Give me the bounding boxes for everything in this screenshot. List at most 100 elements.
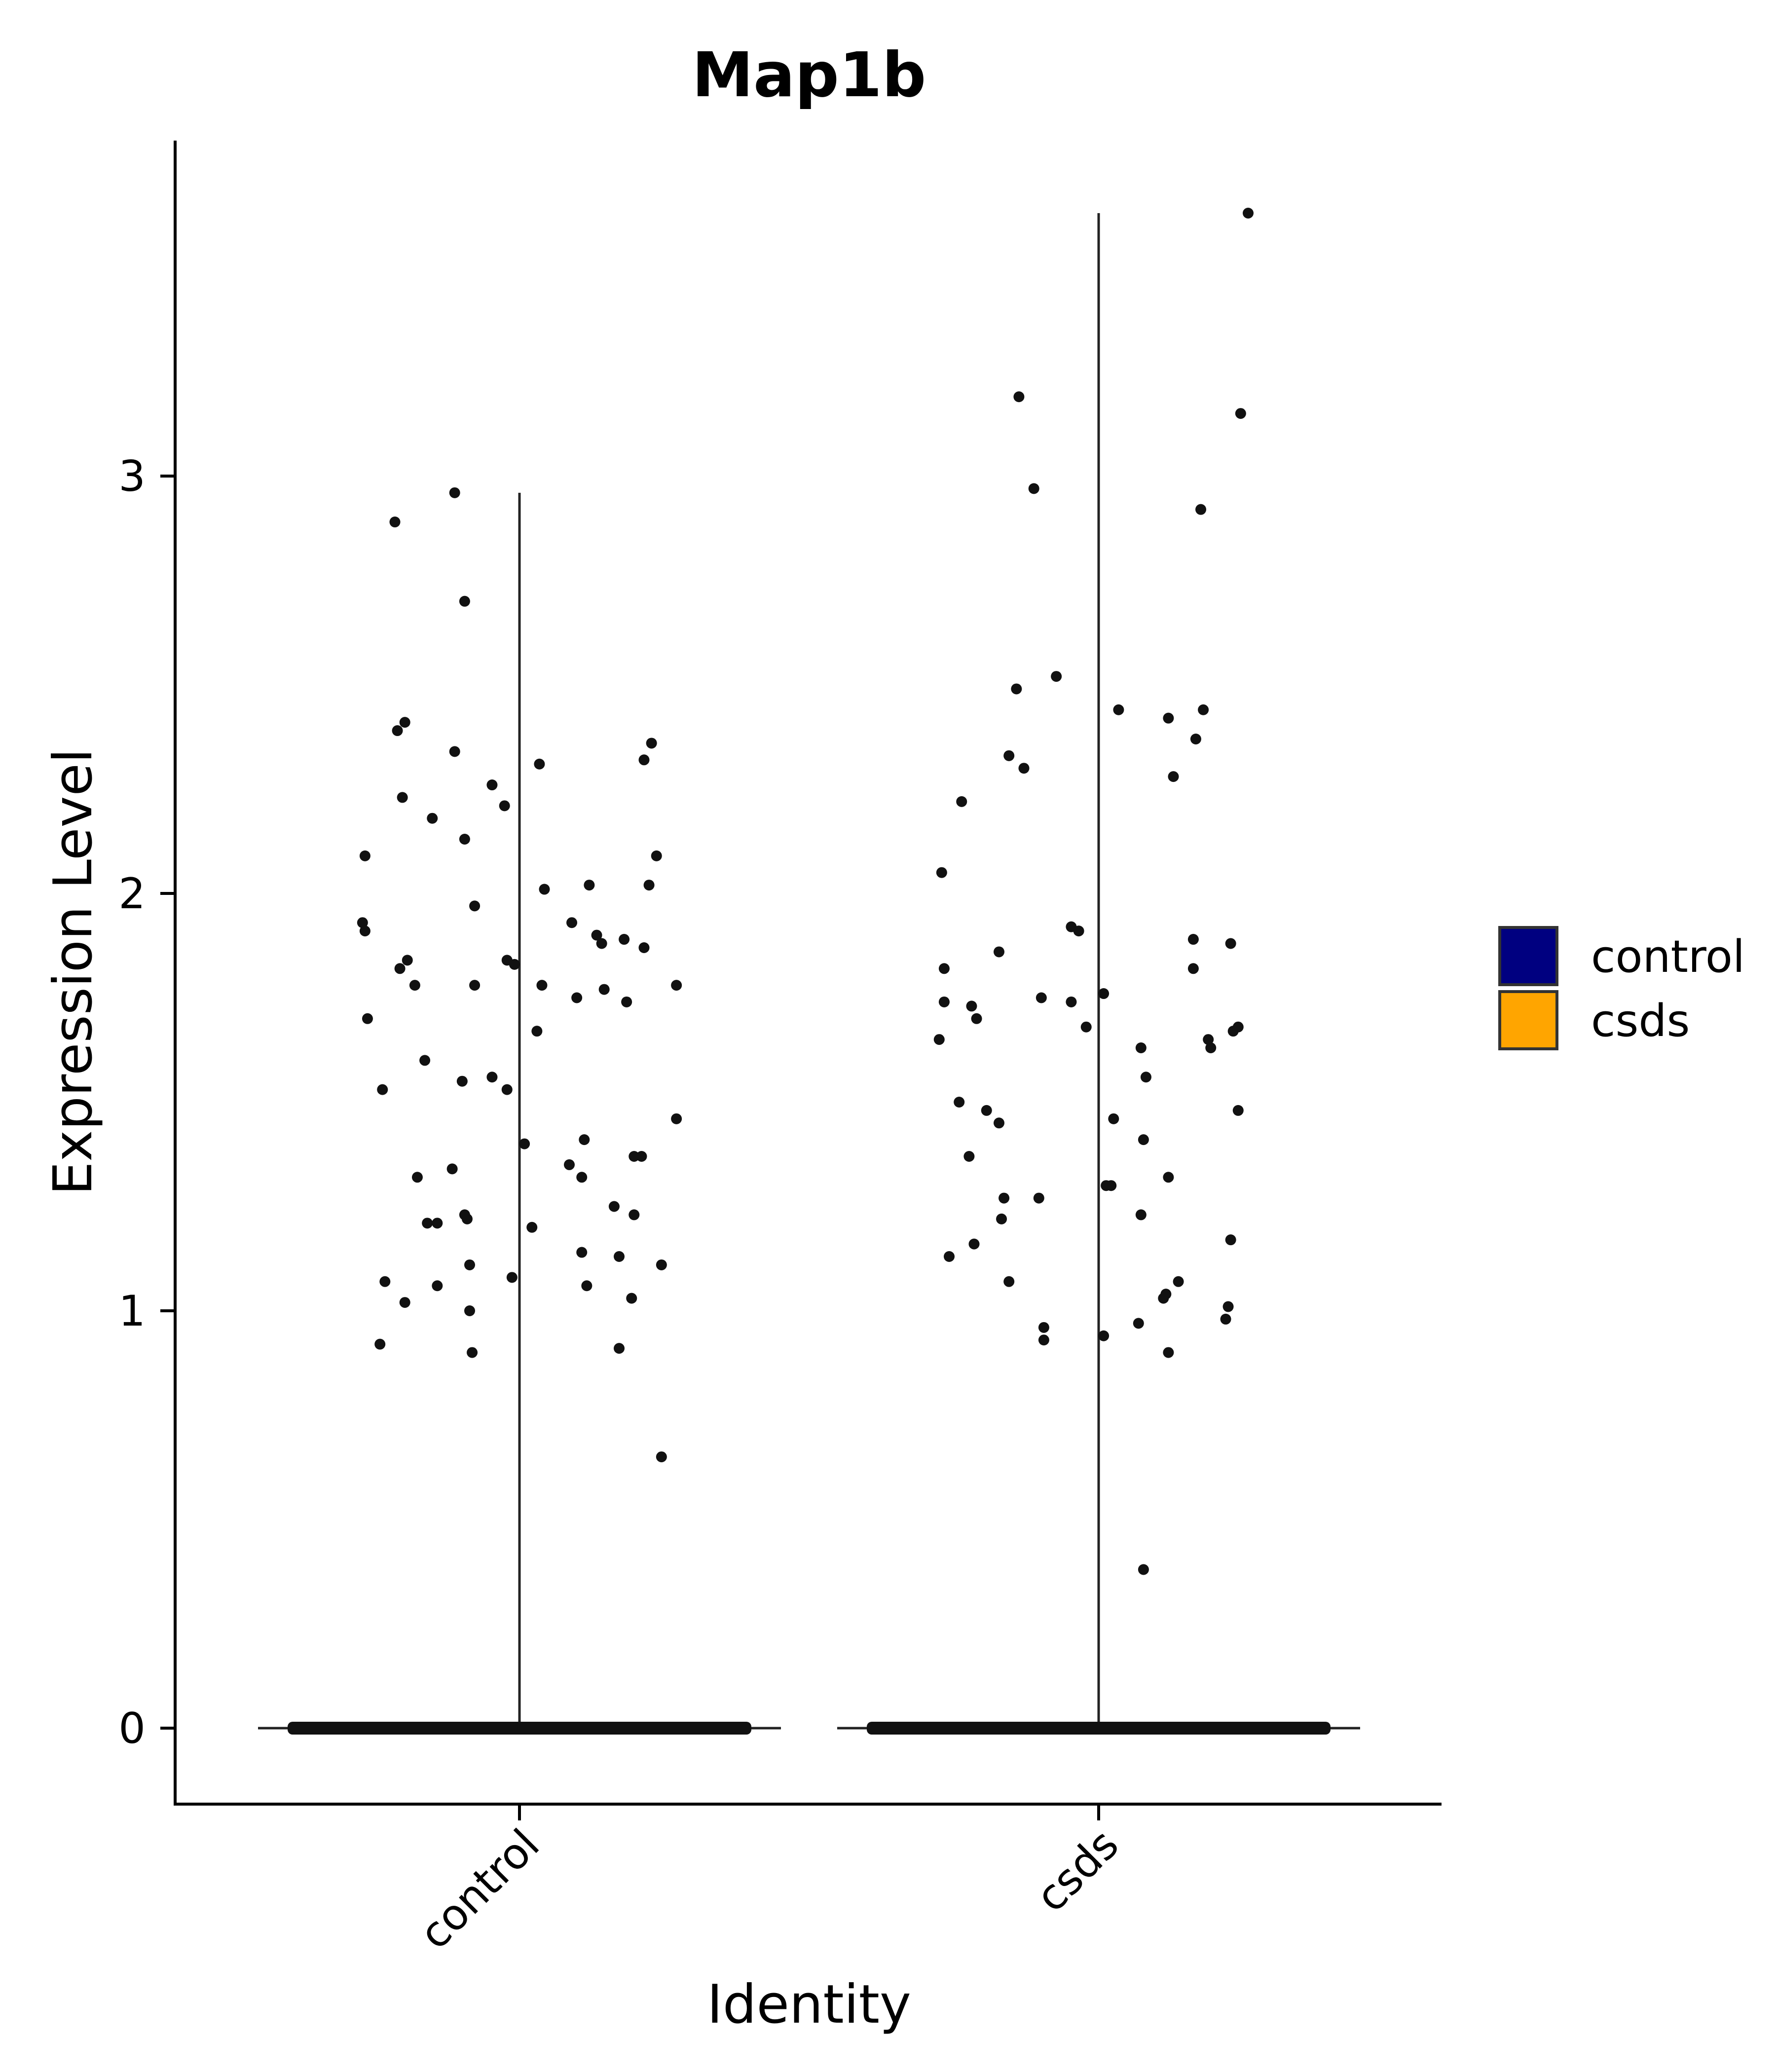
data-point-csds (1098, 988, 1110, 999)
y-tick-label: 3 (118, 452, 146, 501)
data-point-csds (1190, 733, 1201, 744)
data-point-csds (1135, 1042, 1147, 1054)
data-point-csds (994, 1117, 1004, 1129)
data-point-csds (966, 1000, 977, 1012)
data-point-control (576, 1247, 588, 1258)
data-point-csds (1003, 1276, 1015, 1287)
data-point-control (671, 980, 682, 991)
x-tick-label-csds: csds (1027, 1820, 1128, 1922)
data-point-control (629, 1209, 640, 1221)
data-point-csds (971, 1013, 982, 1024)
data-point-csds (938, 996, 950, 1007)
data-point-control (357, 917, 368, 928)
data-point-csds (1222, 1301, 1234, 1312)
data-point-csds (1187, 934, 1199, 945)
legend-label-control: control (1591, 931, 1745, 983)
data-point-csds (1080, 1021, 1092, 1033)
data-point-csds (1173, 1276, 1184, 1287)
data-point-control (402, 955, 413, 966)
data-point-csds (1033, 1192, 1044, 1204)
violins (258, 213, 1360, 1735)
data-point-csds (963, 1150, 975, 1162)
data-point-control (449, 746, 460, 757)
x-tick-label-control: control (410, 1820, 549, 1959)
data-point-control (584, 880, 595, 891)
data-point-csds (1098, 1330, 1110, 1341)
data-point-control (534, 758, 545, 770)
data-point-control (461, 1213, 473, 1224)
data-point-csds (1106, 1180, 1117, 1191)
data-point-control (638, 754, 650, 766)
data-point-control (467, 1347, 478, 1358)
y-axis: 0 1 2 3 (118, 141, 177, 1804)
data-point-csds (1232, 1105, 1244, 1116)
data-point-control (581, 1280, 592, 1292)
data-point-csds (968, 1238, 980, 1250)
data-point-csds (1138, 1134, 1149, 1146)
data-point-control (646, 738, 657, 749)
data-point-control (614, 1343, 625, 1354)
data-point-csds (933, 1034, 945, 1045)
data-point-csds (1028, 483, 1039, 494)
data-point-control (571, 992, 583, 1003)
data-point-csds (1232, 1021, 1244, 1033)
data-point-control (359, 850, 370, 861)
data-point-control (422, 1218, 433, 1229)
data-point-csds (1225, 938, 1236, 949)
data-point-control (392, 725, 403, 737)
data-point-control (506, 1272, 518, 1283)
zero-points-control (288, 1722, 751, 1735)
data-point-control (598, 984, 610, 995)
data-points (357, 208, 1254, 1575)
data-point-control (486, 779, 498, 791)
data-point-control (469, 980, 481, 991)
legend-swatch-csds (1498, 990, 1558, 1050)
data-point-control (526, 1221, 538, 1233)
data-point-control (564, 1159, 575, 1170)
data-point-control (608, 1201, 620, 1212)
data-point-csds (938, 963, 950, 974)
data-point-csds (1138, 1564, 1149, 1575)
data-point-csds (1108, 1113, 1119, 1124)
data-point-csds (936, 867, 947, 878)
data-point-control (374, 1338, 386, 1350)
data-point-control (671, 1113, 682, 1124)
x-ticks: control csds (410, 1804, 1128, 1959)
data-point-csds (1205, 1042, 1217, 1054)
data-point-control (619, 934, 630, 945)
data-point-control (446, 1163, 458, 1175)
x-axis: control csds (174, 1803, 1442, 1959)
data-point-csds (1011, 683, 1022, 695)
data-point-csds (1163, 1347, 1174, 1358)
data-point-csds (1235, 408, 1246, 419)
data-point-control (394, 963, 406, 974)
data-point-csds (1243, 208, 1254, 219)
data-point-csds (1036, 992, 1047, 1003)
legend: control csds (1498, 926, 1745, 1050)
data-point-control (579, 1134, 590, 1146)
data-point-control (427, 813, 438, 824)
data-point-csds (1187, 963, 1199, 974)
data-point-csds (1018, 763, 1030, 774)
y-axis-title: Expression Level (42, 748, 104, 1195)
data-point-control (359, 925, 370, 937)
data-point-control (501, 1084, 513, 1095)
data-point-control (377, 1084, 388, 1095)
data-point-control (519, 1138, 530, 1149)
data-point-csds (1160, 1289, 1172, 1300)
data-point-csds (1198, 704, 1209, 715)
data-point-control (459, 834, 470, 845)
x-axis-title: Identity (707, 1974, 911, 2035)
data-point-control (509, 959, 520, 970)
data-point-control (656, 1259, 667, 1270)
data-point-csds (1168, 771, 1179, 782)
data-point-csds (1195, 504, 1207, 515)
data-point-control (469, 900, 481, 912)
data-point-csds (1220, 1313, 1231, 1325)
data-point-csds (999, 1192, 1010, 1204)
data-point-csds (1203, 1034, 1214, 1045)
data-point-csds (1163, 712, 1174, 724)
data-point-control (464, 1305, 475, 1316)
data-point-control (638, 942, 650, 953)
